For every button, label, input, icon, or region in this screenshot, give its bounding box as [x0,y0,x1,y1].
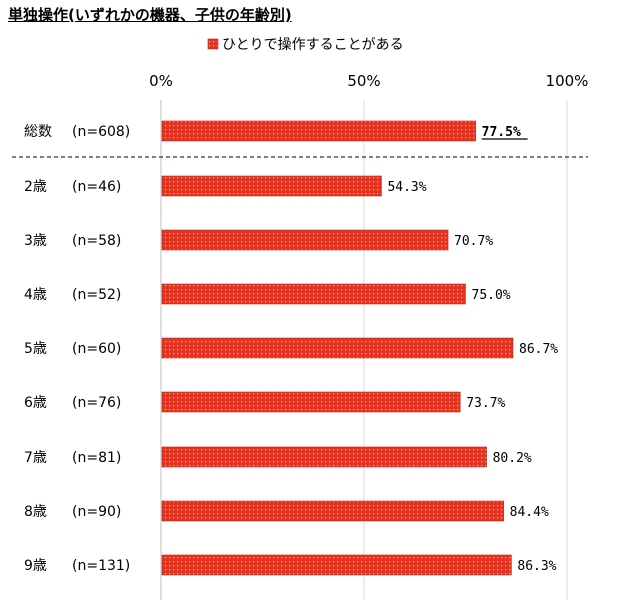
data-label: 54.3% [387,180,426,195]
category-age-label: 7歳 [24,450,47,466]
bar-row: 9歳 (n=131) 86.3% [24,554,557,576]
data-label: 70.7% [454,234,493,249]
bar-row: 総数 (n=608) 77.5% [24,120,528,142]
data-label: 86.7% [519,342,558,357]
category-n-label: (n=58) [72,233,121,249]
bar-row: 3歳 (n=58) 70.7% [24,229,493,251]
category-age-label: 5歳 [24,341,47,357]
bar-row: 6歳 (n=76) 73.7% [24,391,506,413]
x-tick-label: 100% [546,72,589,90]
category-n-label: (n=46) [72,179,121,195]
category-age-label: 8歳 [24,504,47,520]
bar [161,554,512,576]
legend: ひとりで操作することがある [207,37,404,53]
category-n-label: (n=52) [72,287,121,303]
category-n-label: (n=76) [72,395,121,411]
x-tick-label: 0% [149,72,173,90]
bar [161,175,382,197]
data-label: 75.0% [472,288,511,303]
bar [161,283,466,305]
category-n-label: (n=90) [72,504,121,520]
bar-rows: 総数 (n=608) 77.5% 2歳 (n=46) 54.3% 3歳 (n=58) 70.7%… [24,120,558,576]
legend-label: ひとりで操作することがある [222,37,404,53]
bar [161,337,514,359]
category-n-label: (n=131) [72,558,130,574]
category-n-label: (n=60) [72,341,121,357]
bar [161,120,476,142]
data-label: 86.3% [517,559,556,574]
bar [161,446,487,468]
category-age-label: 4歳 [24,287,47,303]
bar-row: 8歳 (n=90) 84.4% [24,500,549,522]
chart-title: 単独操作(いずれかの機器、子供の年齢別) [8,6,292,24]
bar-row: 4歳 (n=52) 75.0% [24,283,511,305]
bar [161,229,449,251]
category-age-label: 2歳 [24,179,47,195]
x-tick-label: 50% [347,72,380,90]
data-label: 77.5% [482,125,521,140]
bar-row: 7歳 (n=81) 80.2% [24,446,532,468]
bar [161,391,461,413]
category-age-label: 6歳 [24,395,47,411]
legend-swatch [207,38,219,50]
bar-row: 5歳 (n=60) 86.7% [24,337,558,359]
data-label: 84.4% [510,505,549,520]
bar [161,500,504,522]
data-label: 73.7% [466,396,505,411]
category-age-label: 9歳 [24,558,47,574]
category-n-label: (n=81) [72,450,121,466]
category-n-label: (n=608) [72,124,130,140]
category-age-label: 総数 [24,124,52,140]
category-age-label: 3歳 [24,233,47,249]
data-label: 80.2% [493,451,532,466]
bar-row: 2歳 (n=46) 54.3% [24,175,427,197]
x-axis-ticks: 0% 50% 100% [149,72,588,90]
